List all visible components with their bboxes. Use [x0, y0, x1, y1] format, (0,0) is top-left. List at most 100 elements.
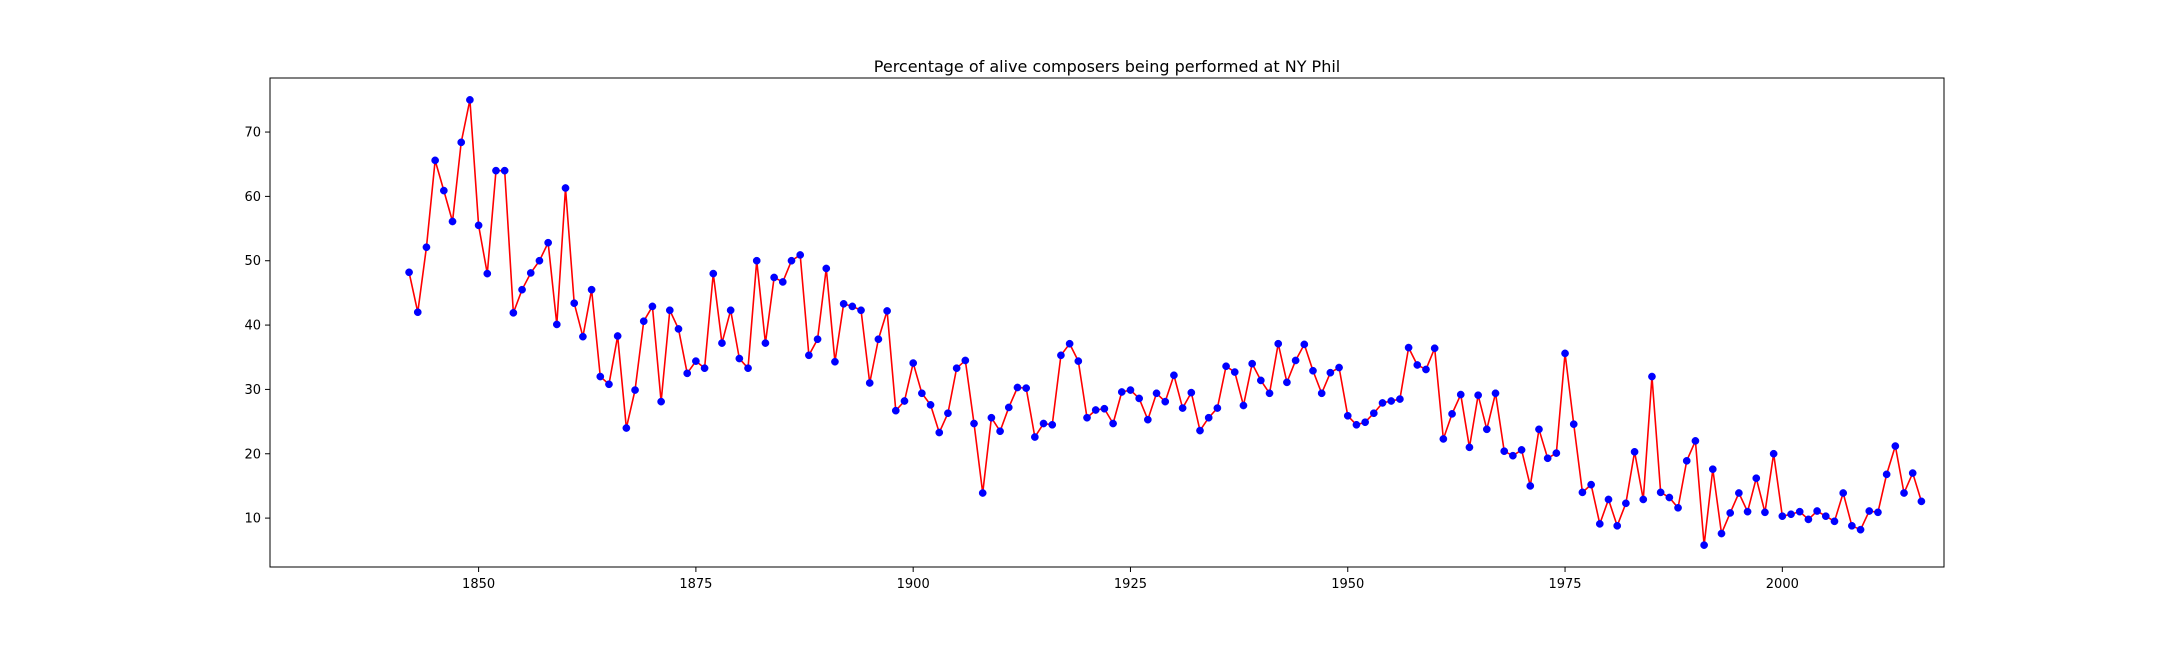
x-tick-label: 2000: [1766, 577, 1799, 592]
data-point: [1735, 489, 1743, 497]
data-point: [1509, 451, 1517, 460]
data-point: [1526, 482, 1535, 490]
data-point: [822, 264, 831, 273]
data-point: [1804, 515, 1813, 524]
data-point: [1752, 474, 1761, 483]
data-point: [857, 306, 865, 315]
data-point: [1031, 433, 1039, 441]
x-axis: 1850 1875 1900 1925 1950 1975 2000: [462, 567, 1799, 592]
data-point: [1048, 420, 1057, 429]
data-point: [639, 317, 648, 326]
data-point: [805, 351, 813, 360]
data-point: [1091, 406, 1100, 414]
data-point: [1300, 340, 1309, 349]
data-point: [1717, 529, 1726, 538]
data-point: [1578, 488, 1587, 497]
data-point: [1795, 507, 1804, 516]
data-point: [1543, 454, 1552, 463]
data-point: [1309, 366, 1317, 375]
data-point: [413, 308, 422, 317]
data-point: [996, 427, 1004, 436]
data-point: [665, 306, 674, 315]
data-point: [544, 238, 552, 247]
data-point: [1604, 495, 1613, 504]
data-point: [587, 285, 596, 294]
data-point: [683, 369, 692, 378]
data-point: [1587, 480, 1595, 489]
data-point: [1778, 512, 1787, 521]
data-point: [692, 357, 700, 365]
data-point: [1413, 361, 1422, 369]
data-point: [1248, 359, 1257, 368]
data-point: [1352, 420, 1361, 429]
data-point: [1761, 508, 1769, 517]
data-point: [970, 419, 978, 428]
x-tick-label: 1925: [1114, 577, 1147, 592]
data-point: [1378, 399, 1387, 407]
data-point: [1213, 404, 1222, 412]
data-point: [405, 268, 413, 277]
data-point: [1474, 391, 1482, 400]
data-point: [1343, 411, 1352, 420]
data-point: [1404, 343, 1413, 352]
data-point: [1022, 384, 1031, 392]
data-point: [500, 166, 509, 175]
data-point: [613, 332, 622, 340]
data-point: [674, 325, 683, 333]
data-point: [1517, 446, 1526, 454]
data-point: [787, 256, 796, 265]
data-point: [622, 424, 631, 432]
data-point: [891, 406, 900, 415]
data-point: [1126, 386, 1135, 394]
data-point: [1456, 390, 1465, 399]
data-point: [709, 269, 718, 278]
y-axis: 10 20 30 40 50 60 70: [244, 126, 270, 527]
data-point: [1152, 389, 1161, 398]
data-point: [1691, 437, 1700, 445]
x-tick-label: 1850: [462, 577, 495, 592]
data-point: [570, 299, 579, 308]
data-point: [492, 166, 500, 175]
data-point: [579, 332, 587, 341]
data-point: [1630, 447, 1639, 456]
data-point: [1161, 397, 1170, 406]
data-point: [883, 307, 891, 315]
data-point: [770, 273, 778, 282]
data-point: [1874, 508, 1882, 517]
data-point: [1482, 425, 1491, 434]
data-point: [1882, 470, 1891, 479]
data-point: [1639, 495, 1648, 504]
data-point: [457, 138, 466, 147]
data-point: [1039, 419, 1048, 428]
y-tick-label: 40: [244, 319, 261, 334]
data-point: [1708, 465, 1717, 474]
y-tick-label: 70: [244, 126, 261, 141]
data-point: [1865, 507, 1874, 515]
data-point: [1665, 493, 1674, 502]
data-point: [1387, 397, 1396, 405]
data-point: [1561, 349, 1569, 358]
data-point: [1674, 503, 1682, 512]
data-point: [926, 401, 935, 409]
data-point: [1230, 368, 1239, 376]
data-point: [1821, 512, 1830, 521]
data-point: [1743, 507, 1752, 516]
data-point: [1326, 368, 1335, 377]
data-point: [1439, 435, 1448, 443]
data-point: [1700, 541, 1708, 549]
data-point: [518, 285, 526, 294]
data-point: [1117, 388, 1126, 396]
data-point: [596, 372, 605, 381]
data-point: [1057, 351, 1065, 360]
data-point: [1908, 469, 1917, 477]
data-point: [1083, 413, 1091, 422]
data-point: [1813, 507, 1821, 515]
data-point: [631, 386, 639, 394]
data-point: [900, 397, 909, 405]
data-series: [405, 96, 1926, 549]
data-point: [813, 335, 822, 344]
data-point: [1491, 389, 1500, 398]
data-point: [648, 302, 657, 311]
data-point: [744, 364, 752, 373]
data-point: [561, 184, 570, 192]
